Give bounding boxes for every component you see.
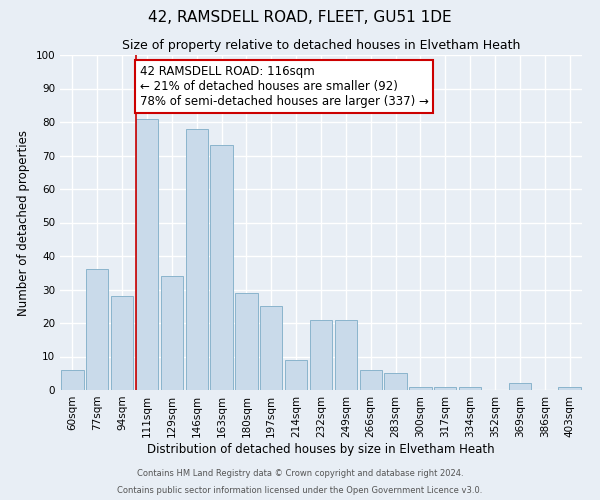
Bar	[359, 370, 382, 390]
Bar	[161, 276, 183, 390]
Bar	[409, 386, 431, 390]
Text: 42, RAMSDELL ROAD, FLEET, GU51 1DE: 42, RAMSDELL ROAD, FLEET, GU51 1DE	[148, 10, 452, 25]
Bar	[211, 146, 233, 390]
Text: 42 RAMSDELL ROAD: 116sqm
← 21% of detached houses are smaller (92)
78% of semi-d: 42 RAMSDELL ROAD: 116sqm ← 21% of detach…	[140, 65, 428, 108]
Bar	[459, 386, 481, 390]
Y-axis label: Number of detached properties: Number of detached properties	[17, 130, 30, 316]
Text: Contains public sector information licensed under the Open Government Licence v3: Contains public sector information licen…	[118, 486, 482, 495]
Bar	[434, 386, 457, 390]
Bar	[335, 320, 357, 390]
Bar	[559, 386, 581, 390]
Text: Contains HM Land Registry data © Crown copyright and database right 2024.: Contains HM Land Registry data © Crown c…	[137, 468, 463, 477]
Bar	[61, 370, 83, 390]
Bar	[285, 360, 307, 390]
Bar	[111, 296, 133, 390]
Bar	[185, 128, 208, 390]
Bar	[385, 373, 407, 390]
Title: Size of property relative to detached houses in Elvetham Heath: Size of property relative to detached ho…	[122, 40, 520, 52]
Bar	[509, 384, 531, 390]
Bar	[136, 118, 158, 390]
Bar	[86, 270, 109, 390]
Bar	[260, 306, 283, 390]
Bar	[310, 320, 332, 390]
X-axis label: Distribution of detached houses by size in Elvetham Heath: Distribution of detached houses by size …	[147, 442, 495, 456]
Bar	[235, 293, 257, 390]
